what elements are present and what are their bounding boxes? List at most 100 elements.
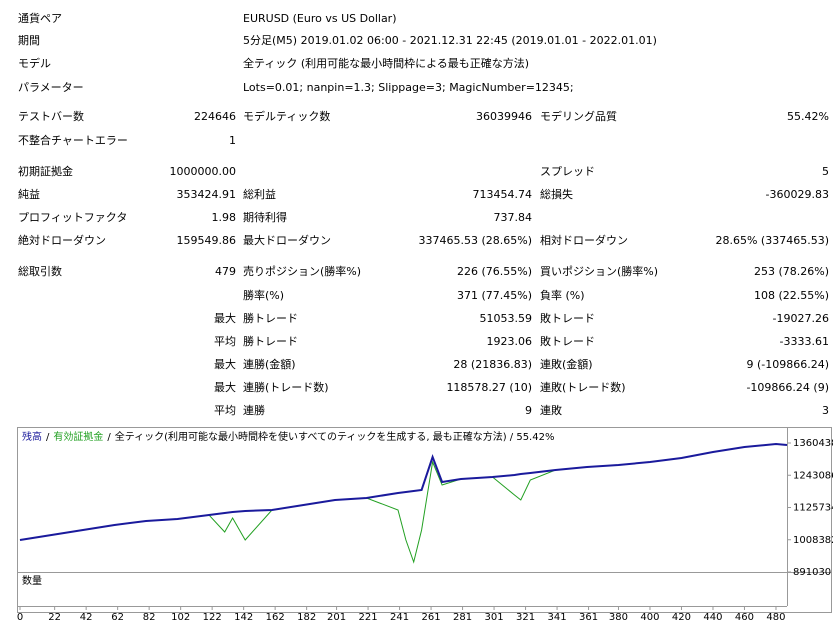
x-tick-label: 480 <box>766 612 785 623</box>
stat-value: 108 (22.55%) <box>753 289 829 302</box>
stat-label: モデリング品質 <box>540 110 617 123</box>
stat-value: 1000000.00 <box>169 165 236 178</box>
stat-label: 連勝(トレード数) <box>243 381 329 394</box>
stat-value: 1.98 <box>211 211 237 224</box>
stat-label: 勝率(%) <box>243 289 285 302</box>
stat-value: 5 <box>822 165 829 178</box>
stat-label: 連勝(金額) <box>243 358 296 371</box>
y-tick-label: 1243086 <box>793 470 833 481</box>
stat-value: 1 <box>229 134 236 147</box>
stat-label: 連敗(金額) <box>540 358 593 371</box>
x-tick-label: 162 <box>266 612 285 623</box>
stat-label: モデルティック数 <box>243 110 331 123</box>
stat-value: 3 <box>822 404 829 417</box>
x-tick-label: 281 <box>453 612 472 623</box>
stat-label: 売りポジション(勝率%) <box>243 265 362 278</box>
x-tick-label: 0 <box>17 612 23 623</box>
field-value: Lots=0.01; nanpin=1.3; Slippage=3; Magic… <box>243 81 574 94</box>
stat-value: 平均 <box>214 404 236 417</box>
stat-label: 純益 <box>18 188 40 201</box>
x-tick-label: 182 <box>297 612 316 623</box>
stat-label: 期待利得 <box>243 211 287 224</box>
field-label: モデル <box>18 57 51 70</box>
stat-label: スプレッド <box>540 165 595 178</box>
stat-label: 連敗(トレード数) <box>540 381 626 394</box>
stat-label: 絶対ドローダウン <box>18 234 106 247</box>
field-value: EURUSD (Euro vs US Dollar) <box>243 12 397 25</box>
y-tick-label: 1008382 <box>793 535 833 546</box>
x-tick-label: 261 <box>422 612 441 623</box>
x-tick-label: 301 <box>485 612 504 623</box>
x-tick-label: 122 <box>203 612 222 623</box>
y-tick-label: 1360438 <box>793 438 833 449</box>
stat-label: 相対ドローダウン <box>540 234 628 247</box>
stat-value: 9 (-109866.24) <box>746 358 829 371</box>
stat-value: 253 (78.26%) <box>753 265 829 278</box>
x-tick-label: 42 <box>80 612 93 623</box>
field-label: 期間 <box>18 34 40 47</box>
stat-label: 総利益 <box>243 188 276 201</box>
x-tick-label: 22 <box>48 612 61 623</box>
legend: 残高 / 有効証拠金 / 全ティック(利用可能な最小時間枠を使いすべてのティックを生成す… <box>22 430 554 443</box>
stat-label: プロフィットファクタ <box>18 211 128 224</box>
stat-value: 平均 <box>214 335 236 348</box>
legend-separator: / <box>46 432 50 443</box>
stat-value: 28.65% (337465.53) <box>715 234 829 247</box>
stat-value: 479 <box>215 265 236 278</box>
x-tick-label: 321 <box>516 612 535 623</box>
stat-value: 9 <box>525 404 532 417</box>
stat-label: テストバー数 <box>18 110 84 123</box>
stat-value: 55.42% <box>787 110 829 123</box>
x-tick-label: 241 <box>390 612 409 623</box>
field-value: 5分足(M5) 2019.01.02 06:00 - 2021.12.31 22… <box>243 34 657 47</box>
stat-label: 勝トレード <box>243 312 298 325</box>
stat-value: 226 (76.55%) <box>456 265 532 278</box>
stat-value: -19027.26 <box>772 312 829 325</box>
volume-label: 数量 <box>22 574 42 587</box>
x-tick-label: 201 <box>327 612 346 623</box>
stat-value: 337465.53 (28.65%) <box>418 234 532 247</box>
field-label: 通貨ペア <box>18 12 62 25</box>
legend-entry: 残高 <box>22 430 42 443</box>
stat-label: 連敗 <box>540 404 562 417</box>
legend-entry: 有効証拠金 <box>53 430 103 443</box>
stat-label: 敗トレード <box>540 312 595 325</box>
legend-separator: / <box>107 432 111 443</box>
stat-label: 初期証拠金 <box>18 165 73 178</box>
stat-label: 敗トレード <box>540 335 595 348</box>
stat-label: 買いポジション(勝率%) <box>540 265 659 278</box>
x-tick-label: 440 <box>703 612 722 623</box>
stat-value: 36039946 <box>476 110 532 123</box>
stat-value: -3333.61 <box>779 335 829 348</box>
stat-value: 51053.59 <box>479 312 533 325</box>
stat-value: 737.84 <box>493 211 533 224</box>
stat-value: 159549.86 <box>176 234 237 247</box>
x-tick-label: 102 <box>171 612 190 623</box>
chart-frame <box>17 427 832 613</box>
stat-label: 連勝 <box>243 404 265 417</box>
stat-label: 総損失 <box>540 188 573 201</box>
stat-value: -360029.83 <box>765 188 829 201</box>
stat-label: 総取引数 <box>18 265 62 278</box>
x-tick-label: 361 <box>579 612 598 623</box>
x-tick-label: 221 <box>359 612 378 623</box>
x-tick-label: 82 <box>143 612 156 623</box>
x-tick-label: 420 <box>672 612 691 623</box>
field-label: パラメーター <box>18 81 84 94</box>
chart-subtitle: 全ティック(利用可能な最小時間枠を使いすべてのティックを生成する, 最も正確な方… <box>115 430 555 443</box>
stat-label: 負率 (%) <box>540 289 585 302</box>
stat-value: 最大 <box>214 381 236 394</box>
stat-value: 118578.27 (10) <box>446 381 532 394</box>
stat-label: 勝トレード <box>243 335 298 348</box>
x-tick-label: 380 <box>609 612 628 623</box>
x-tick-label: 400 <box>640 612 659 623</box>
y-tick-label: 891030 <box>793 567 831 578</box>
x-tick-label: 142 <box>234 612 253 623</box>
stat-value: 最大 <box>214 312 236 325</box>
stat-value: 最大 <box>214 358 236 371</box>
field-value: 全ティック (利用可能な最小時間枠による最も正確な方法) <box>243 57 530 70</box>
stat-value: 371 (77.45%) <box>456 289 532 302</box>
y-tick-label: 1125734 <box>793 503 833 514</box>
